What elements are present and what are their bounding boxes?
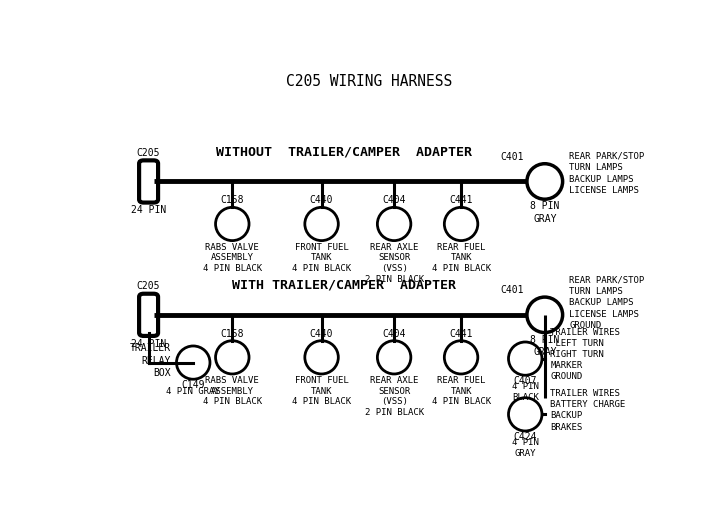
Ellipse shape bbox=[527, 164, 562, 199]
Text: C149: C149 bbox=[181, 381, 205, 390]
Ellipse shape bbox=[527, 297, 562, 332]
Text: C407: C407 bbox=[513, 376, 537, 386]
Text: 8 PIN
GRAY: 8 PIN GRAY bbox=[530, 334, 559, 357]
Text: FRONT FUEL
TANK
4 PIN BLACK: FRONT FUEL TANK 4 PIN BLACK bbox=[292, 242, 351, 273]
Ellipse shape bbox=[508, 342, 542, 375]
Ellipse shape bbox=[305, 207, 338, 240]
Text: RABS VALVE
ASSEMBLY
4 PIN BLACK: RABS VALVE ASSEMBLY 4 PIN BLACK bbox=[203, 376, 262, 406]
Ellipse shape bbox=[377, 207, 411, 240]
Text: 24 PIN: 24 PIN bbox=[131, 205, 166, 216]
FancyBboxPatch shape bbox=[139, 294, 158, 336]
Text: C158: C158 bbox=[220, 195, 244, 205]
Text: C158: C158 bbox=[220, 329, 244, 339]
Text: 8 PIN
GRAY: 8 PIN GRAY bbox=[530, 202, 559, 224]
Text: 4 PIN
BLACK: 4 PIN BLACK bbox=[512, 383, 539, 402]
Text: C205: C205 bbox=[137, 147, 161, 158]
Ellipse shape bbox=[215, 207, 249, 240]
Text: C404: C404 bbox=[382, 195, 406, 205]
Text: RABS VALVE
ASSEMBLY
4 PIN BLACK: RABS VALVE ASSEMBLY 4 PIN BLACK bbox=[203, 242, 262, 273]
Text: C401: C401 bbox=[500, 285, 524, 295]
Text: 24 PIN: 24 PIN bbox=[131, 339, 166, 348]
Text: WITH TRAILER/CAMPER  ADAPTER: WITH TRAILER/CAMPER ADAPTER bbox=[232, 279, 456, 292]
Text: C424: C424 bbox=[513, 432, 537, 442]
Text: C441: C441 bbox=[449, 329, 473, 339]
Text: REAR FUEL
TANK
4 PIN BLACK: REAR FUEL TANK 4 PIN BLACK bbox=[431, 376, 490, 406]
Ellipse shape bbox=[377, 341, 411, 374]
Text: C441: C441 bbox=[449, 195, 473, 205]
Text: C440: C440 bbox=[310, 195, 333, 205]
Ellipse shape bbox=[176, 346, 210, 379]
Text: FRONT FUEL
TANK
4 PIN BLACK: FRONT FUEL TANK 4 PIN BLACK bbox=[292, 376, 351, 406]
Ellipse shape bbox=[444, 341, 478, 374]
Text: WITHOUT  TRAILER/CAMPER  ADAPTER: WITHOUT TRAILER/CAMPER ADAPTER bbox=[216, 145, 472, 158]
Ellipse shape bbox=[305, 341, 338, 374]
Ellipse shape bbox=[215, 341, 249, 374]
Text: C205 WIRING HARNESS: C205 WIRING HARNESS bbox=[286, 74, 452, 89]
Text: TRAILER WIRES
 LEFT TURN
RIGHT TURN
MARKER
GROUND: TRAILER WIRES LEFT TURN RIGHT TURN MARKE… bbox=[550, 328, 620, 382]
Text: C401: C401 bbox=[500, 151, 524, 161]
Text: C440: C440 bbox=[310, 329, 333, 339]
Text: 4 PIN GRAY: 4 PIN GRAY bbox=[166, 387, 220, 396]
Ellipse shape bbox=[508, 398, 542, 431]
Text: REAR PARK/STOP
TURN LAMPS
BACKUP LAMPS
LICENSE LAMPS
GROUND: REAR PARK/STOP TURN LAMPS BACKUP LAMPS L… bbox=[570, 276, 644, 330]
Ellipse shape bbox=[444, 207, 478, 240]
Text: TRAILER
RELAY
BOX: TRAILER RELAY BOX bbox=[130, 343, 171, 378]
Text: TRAILER WIRES
BATTERY CHARGE
BACKUP
BRAKES: TRAILER WIRES BATTERY CHARGE BACKUP BRAK… bbox=[550, 389, 626, 432]
FancyBboxPatch shape bbox=[139, 160, 158, 203]
Text: C404: C404 bbox=[382, 329, 406, 339]
Text: 4 PIN
GRAY: 4 PIN GRAY bbox=[512, 438, 539, 458]
Text: REAR FUEL
TANK
4 PIN BLACK: REAR FUEL TANK 4 PIN BLACK bbox=[431, 242, 490, 273]
Text: REAR AXLE
SENSOR
(VSS)
2 PIN BLACK: REAR AXLE SENSOR (VSS) 2 PIN BLACK bbox=[364, 242, 423, 284]
Text: REAR PARK/STOP
TURN LAMPS
BACKUP LAMPS
LICENSE LAMPS: REAR PARK/STOP TURN LAMPS BACKUP LAMPS L… bbox=[570, 152, 644, 195]
Text: C205: C205 bbox=[137, 281, 161, 291]
Text: REAR AXLE
SENSOR
(VSS)
2 PIN BLACK: REAR AXLE SENSOR (VSS) 2 PIN BLACK bbox=[364, 376, 423, 417]
